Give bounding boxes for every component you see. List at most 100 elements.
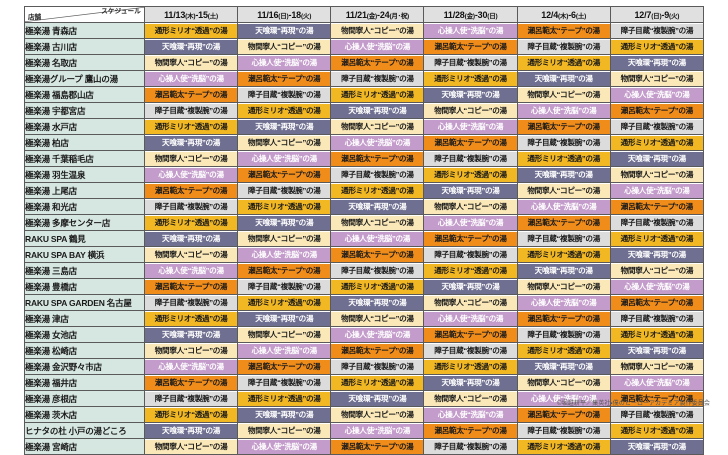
store-name-cell: ヒナタの杜 小戸の湯どころ (24, 422, 145, 439)
treatment-chip: 通形ミリオ“透過”の湯 (610, 39, 703, 54)
treatment-chip: 心操人使“洗脳”の湯 (610, 87, 703, 102)
schedule-cell: 心操人使“洗脳”の湯 (516, 294, 611, 311)
treatment-chip: 瀬呂範太“テープ”の湯 (610, 391, 703, 406)
treatment-chip: 物間寧人“コピー”の湯 (145, 55, 238, 70)
table-row: 極楽湯 宮崎店 物間寧人“コピー”の湯 心操人使“洗脳”の湯 瀬呂範太“テープ”の湯障… (24, 438, 705, 455)
treatment-chip: 障子目蔵“複製腕”の湯 (517, 327, 610, 342)
treatment-chip: 障子目蔵“複製腕”の湯 (424, 247, 517, 262)
treatment-chip: 物間寧人“コピー”の湯 (145, 151, 238, 166)
schedule-cell: 物間寧人“コピー”の湯 (330, 406, 425, 423)
treatment-chip: 瀬呂範太“テープ”の湯 (610, 199, 703, 214)
treatment-chip: 障子目蔵“複製腕”の湯 (610, 23, 703, 38)
treatment-chip: 通形ミリオ“透過”の湯 (331, 87, 424, 102)
treatment-chip: 障子目蔵“複製腕”の湯 (424, 343, 517, 358)
schedule-cell: 心操人使“洗脳”の湯 (423, 22, 518, 39)
store-name-cell: 極楽湯 宮崎店 (24, 438, 145, 455)
store-name-cell: RAKU SPA BAY 横浜 (24, 246, 145, 263)
schedule-cell: 通形ミリオ“透過”の湯 (423, 358, 518, 375)
store-name-cell: 極楽湯 柏店 (24, 134, 145, 151)
treatment-chip: 通形ミリオ“透過”の湯 (145, 119, 238, 134)
schedule-cell: 障子目蔵“複製腕”の湯 (143, 294, 239, 311)
treatment-chip: 障子目蔵“複製腕”の湯 (331, 167, 424, 182)
store-name-cell: 極楽湯 古川店 (24, 38, 145, 55)
schedule-cell: 障子目蔵“複製腕”の湯 (516, 134, 611, 151)
treatment-chip: 心操人使“洗脳”の湯 (331, 423, 424, 438)
treatment-chip: 天喰環“再現”の湯 (238, 23, 331, 38)
schedule-cell: 瀬呂範太“テープ”の湯 (609, 198, 705, 215)
schedule-cell: 瀬呂範太“テープ”の湯 (143, 86, 239, 103)
store-name-cell: 極楽湯 松崎店 (24, 342, 145, 359)
treatment-chip: 心操人使“洗脳”の湯 (238, 247, 331, 262)
schedule-cell: 物間寧人“コピー”の湯 (516, 278, 611, 295)
schedule-cell: 物間寧人“コピー”の湯 (330, 214, 425, 231)
treatment-chip: 通形ミリオ“透過”の湯 (610, 135, 703, 150)
store-name-cell: 極楽湯 和光店 (24, 198, 145, 215)
schedule-cell: 天喰環“再現”の湯 (237, 22, 332, 39)
schedule-cell: 瀬呂範太“テープ”の湯 (143, 374, 239, 391)
schedule-cell: 通形ミリオ“透過”の湯 (516, 438, 611, 455)
treatment-chip: 障子目蔵“複製腕”の湯 (424, 439, 517, 454)
treatment-chip: 心操人使“洗脳”の湯 (331, 231, 424, 246)
treatment-chip: 通形ミリオ“透過”の湯 (517, 247, 610, 262)
schedule-cell: 心操人使“洗脳”の湯 (237, 246, 332, 263)
schedule-cell: 心操人使“洗脳”の湯 (330, 422, 425, 439)
schedule-cell: 瀬呂範太“テープ”の湯 (143, 278, 239, 295)
table-row: 極楽湯 柏店 天喰環“再現”の湯 物間寧人“コピー”の湯 心操人使“洗脳”の湯 瀬呂範太… (24, 134, 705, 151)
schedule-cell: 瀬呂範太“テープ”の湯 (330, 150, 425, 167)
schedule-cell: 物間寧人“コピー”の湯 (143, 438, 239, 455)
store-name-cell: RAKU SPA GARDEN 名古屋 (24, 294, 145, 311)
treatment-chip: 瀬呂範太“テープ”の湯 (331, 151, 424, 166)
schedule-cell: 心操人使“洗脳”の湯 (330, 230, 425, 247)
table-head: スケジュール 店舗 11/13(木)-15(土) 11/16(日)-18(火) 11… (24, 6, 705, 23)
schedule-cell: 天喰環“再現”の湯 (516, 262, 611, 279)
schedule-cell: 物間寧人“コピー”の湯 (143, 150, 239, 167)
treatment-chip: 物間寧人“コピー”の湯 (238, 231, 331, 246)
schedule-cell: 通形ミリオ“透過”の湯 (609, 326, 705, 343)
treatment-chip: 瀬呂範太“テープ”の湯 (610, 103, 703, 118)
treatment-chip: 障子目蔵“複製腕”の湯 (517, 135, 610, 150)
schedule-cell: 瀬呂範太“テープ”の湯 (423, 38, 518, 55)
schedule-cell: 瀬呂範太“テープ”の湯 (516, 310, 611, 327)
store-name-cell: 極楽湯 上尾店 (24, 182, 145, 199)
treatment-chip: 心操人使“洗脳”の湯 (610, 279, 703, 294)
treatment-chip: 天喰環“再現”の湯 (610, 247, 703, 262)
table-row: 極楽湯 宇都宮店 障子目蔵“複製腕”の湯 通形ミリオ“透過”の湯 天喰環“再現”の湯物… (24, 102, 705, 119)
schedule-cell: 心操人使“洗脳”の湯 (237, 342, 332, 359)
table-row: 極楽湯 名取店 物間寧人“コピー”の湯 心操人使“洗脳”の湯 瀬呂範太“テープ”の湯障… (24, 54, 705, 71)
treatment-chip: 瀬呂範太“テープ”の湯 (331, 55, 424, 70)
treatment-chip: 物間寧人“コピー”の湯 (238, 39, 331, 54)
schedule-cell: 天喰環“再現”の湯 (609, 342, 705, 359)
schedule-cell: 障子目蔵“複製腕”の湯 (330, 262, 425, 279)
treatment-chip: 瀬呂範太“テープ”の湯 (145, 375, 238, 390)
treatment-chip: 瀬呂範太“テープ”の湯 (238, 167, 331, 182)
store-name-cell: 極楽湯 福井店 (24, 374, 145, 391)
schedule-cell: 障子目蔵“複製腕”の湯 (609, 118, 705, 135)
store-name-cell: 極楽湯 三島店 (24, 262, 145, 279)
treatment-chip: 天喰環“再現”の湯 (424, 87, 517, 102)
schedule-cell: 通形ミリオ“透過”の湯 (423, 70, 518, 87)
schedule-cell: 物間寧人“コピー”の湯 (609, 70, 705, 87)
schedule-cell: 通形ミリオ“透過”の湯 (143, 310, 239, 327)
schedule-cell: 天喰環“再現”の湯 (609, 150, 705, 167)
store-name-cell: 極楽湯 津店 (24, 310, 145, 327)
schedule-cell: 心操人使“洗脳”の湯 (423, 118, 518, 135)
treatment-chip: 障子目蔵“複製腕”の湯 (517, 39, 610, 54)
table-row: 極楽湯 青森店 通形ミリオ“透過”の湯 天喰環“再現”の湯 物間寧人“コピー”の湯 心操… (24, 22, 705, 39)
schedule-cell: 障子目蔵“複製腕”の湯 (237, 374, 332, 391)
schedule-cell: 瀬呂範太“テープ”の湯 (330, 438, 425, 455)
schedule-cell: 障子目蔵“複製腕”の湯 (237, 86, 332, 103)
treatment-chip: 障子目蔵“複製腕”の湯 (331, 263, 424, 278)
schedule-cell: 天喰環“再現”の湯 (237, 118, 332, 135)
schedule-cell: 天喰環“再現”の湯 (423, 278, 518, 295)
treatment-chip: 心操人使“洗脳”の湯 (517, 391, 610, 406)
table-row: 極楽湯 福井店 瀬呂範太“テープ”の湯 障子目蔵“複製腕”の湯 通形ミリオ“透過”の湯… (24, 374, 705, 391)
treatment-chip: 障子目蔵“複製腕”の湯 (145, 103, 238, 118)
schedule-cell: 物間寧人“コピー”の湯 (423, 102, 518, 119)
date-header-1: 11/13(木)-15(土) (143, 6, 239, 23)
table-row: RAKU SPA GARDEN 名古屋 障子目蔵“複製腕”の湯 通形ミリオ“透過”の… (24, 294, 705, 311)
schedule-cell: 天喰環“再現”の湯 (423, 182, 518, 199)
schedule-cell: 瀬呂範太“テープ”の湯 (423, 230, 518, 247)
schedule-cell: 障子目蔵“複製腕”の湯 (237, 182, 332, 199)
schedule-cell: 障子目蔵“複製腕”の湯 (516, 38, 611, 55)
treatment-chip: 心操人使“洗脳”の湯 (145, 359, 238, 374)
